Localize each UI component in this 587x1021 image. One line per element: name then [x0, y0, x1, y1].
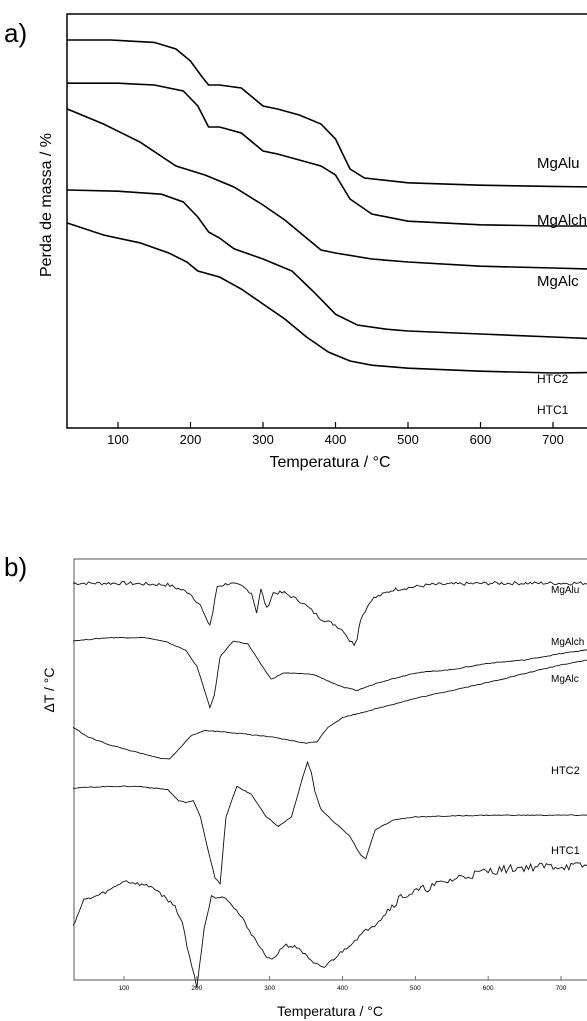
panel-a-letter: a): [4, 18, 27, 48]
chart-a-series-label-htc2: HTC2: [537, 372, 569, 386]
chart-b-series-htc2-line: [72, 760, 587, 886]
chart-a-plot-frame: [66, 13, 587, 429]
chart-b-x-tick-label: 100: [119, 985, 130, 992]
chart-a-series-labels: MgAlu MgAlch MgAlc HTC2 HTC1: [537, 155, 587, 417]
chart-b-x-tick-label: 200: [191, 985, 202, 992]
chart-b-x-axis: 100 200 300 400 500 600 700: [119, 976, 567, 992]
chart-a-series-htc2-line: [67, 189, 587, 340]
chart-a-y-axis-label: Perda de massa / %: [38, 133, 55, 277]
chart-b-x-tick-label: 500: [410, 985, 421, 992]
chart-a-series-mgalch-line: [67, 82, 587, 227]
chart-b-series-label-mgalch: MgAlch: [551, 637, 584, 648]
chart-b-x-tick-label: 300: [264, 985, 275, 992]
chart-b-series-mgalc-line: [72, 659, 587, 760]
chart-a-x-tick-label: 600: [470, 432, 492, 447]
chart-a-series-label-htc1: HTC1: [537, 403, 569, 417]
chart-a-x-tick-label: 200: [180, 432, 202, 447]
chart-a-series-group: [66, 39, 587, 374]
chart-b-series-label-mgalc: MgAlc: [551, 674, 579, 685]
chart-b: 100 200 300 400 500 600 700 MgAlu MgAlch MgAlc HT…: [41, 558, 587, 1019]
chart-a-x-tick-label: 400: [325, 432, 347, 447]
chart-b-series-label-htc1: HTC1: [551, 845, 580, 857]
chart-b-series-htc1-line: [72, 862, 587, 989]
chart-b-x-tick-label: 600: [483, 985, 494, 992]
chart-a-x-tick-label: 300: [252, 432, 274, 447]
chart-a-x-tick-label: 500: [397, 432, 419, 447]
chart-b-series-label-htc2: HTC2: [551, 765, 580, 777]
chart-b-series-mgalch-line: [72, 636, 587, 710]
chart-a-series-label-mgalch: MgAlch: [537, 212, 587, 229]
chart-a-series-htc1-line: [67, 222, 587, 374]
chart-a-series-mgalu-line: [67, 39, 587, 188]
chart-b-series-label-mgalu: MgAlu: [551, 585, 579, 596]
chart-b-x-tick-label: 700: [556, 985, 567, 992]
chart-b-y-axis-label: ΔT / °C: [41, 667, 57, 712]
chart-a-series-label-mgalc: MgAlc: [537, 273, 579, 290]
chart-a-series-label-mgalu: MgAlu: [537, 155, 580, 172]
chart-b-series-group: [72, 580, 587, 989]
chart-a-x-tick-label: 100: [107, 432, 129, 447]
chart-a-x-axis: 100 200 300 400 500 600 700: [107, 422, 564, 447]
chart-b-series-labels: MgAlu MgAlch MgAlc HTC2 HTC1: [551, 585, 584, 857]
panel-b-letter: b): [4, 552, 27, 582]
chart-b-series-mgalu-line: [72, 580, 587, 647]
chart-b-plot-frame: [73, 558, 587, 981]
chart-b-x-tick-label: 400: [337, 985, 348, 992]
chart-a-series-mgalc-line: [66, 108, 587, 270]
chart-a-x-axis-label: Temperatura / °C: [269, 454, 390, 471]
chart-a-x-tick-label: 700: [542, 432, 564, 447]
chart-b-x-axis-label: Temperatura / °C: [277, 1003, 383, 1019]
chart-a: 100 200 300 400 500 600 700 MgAlu MgAlch MgAlc HT…: [38, 13, 587, 471]
